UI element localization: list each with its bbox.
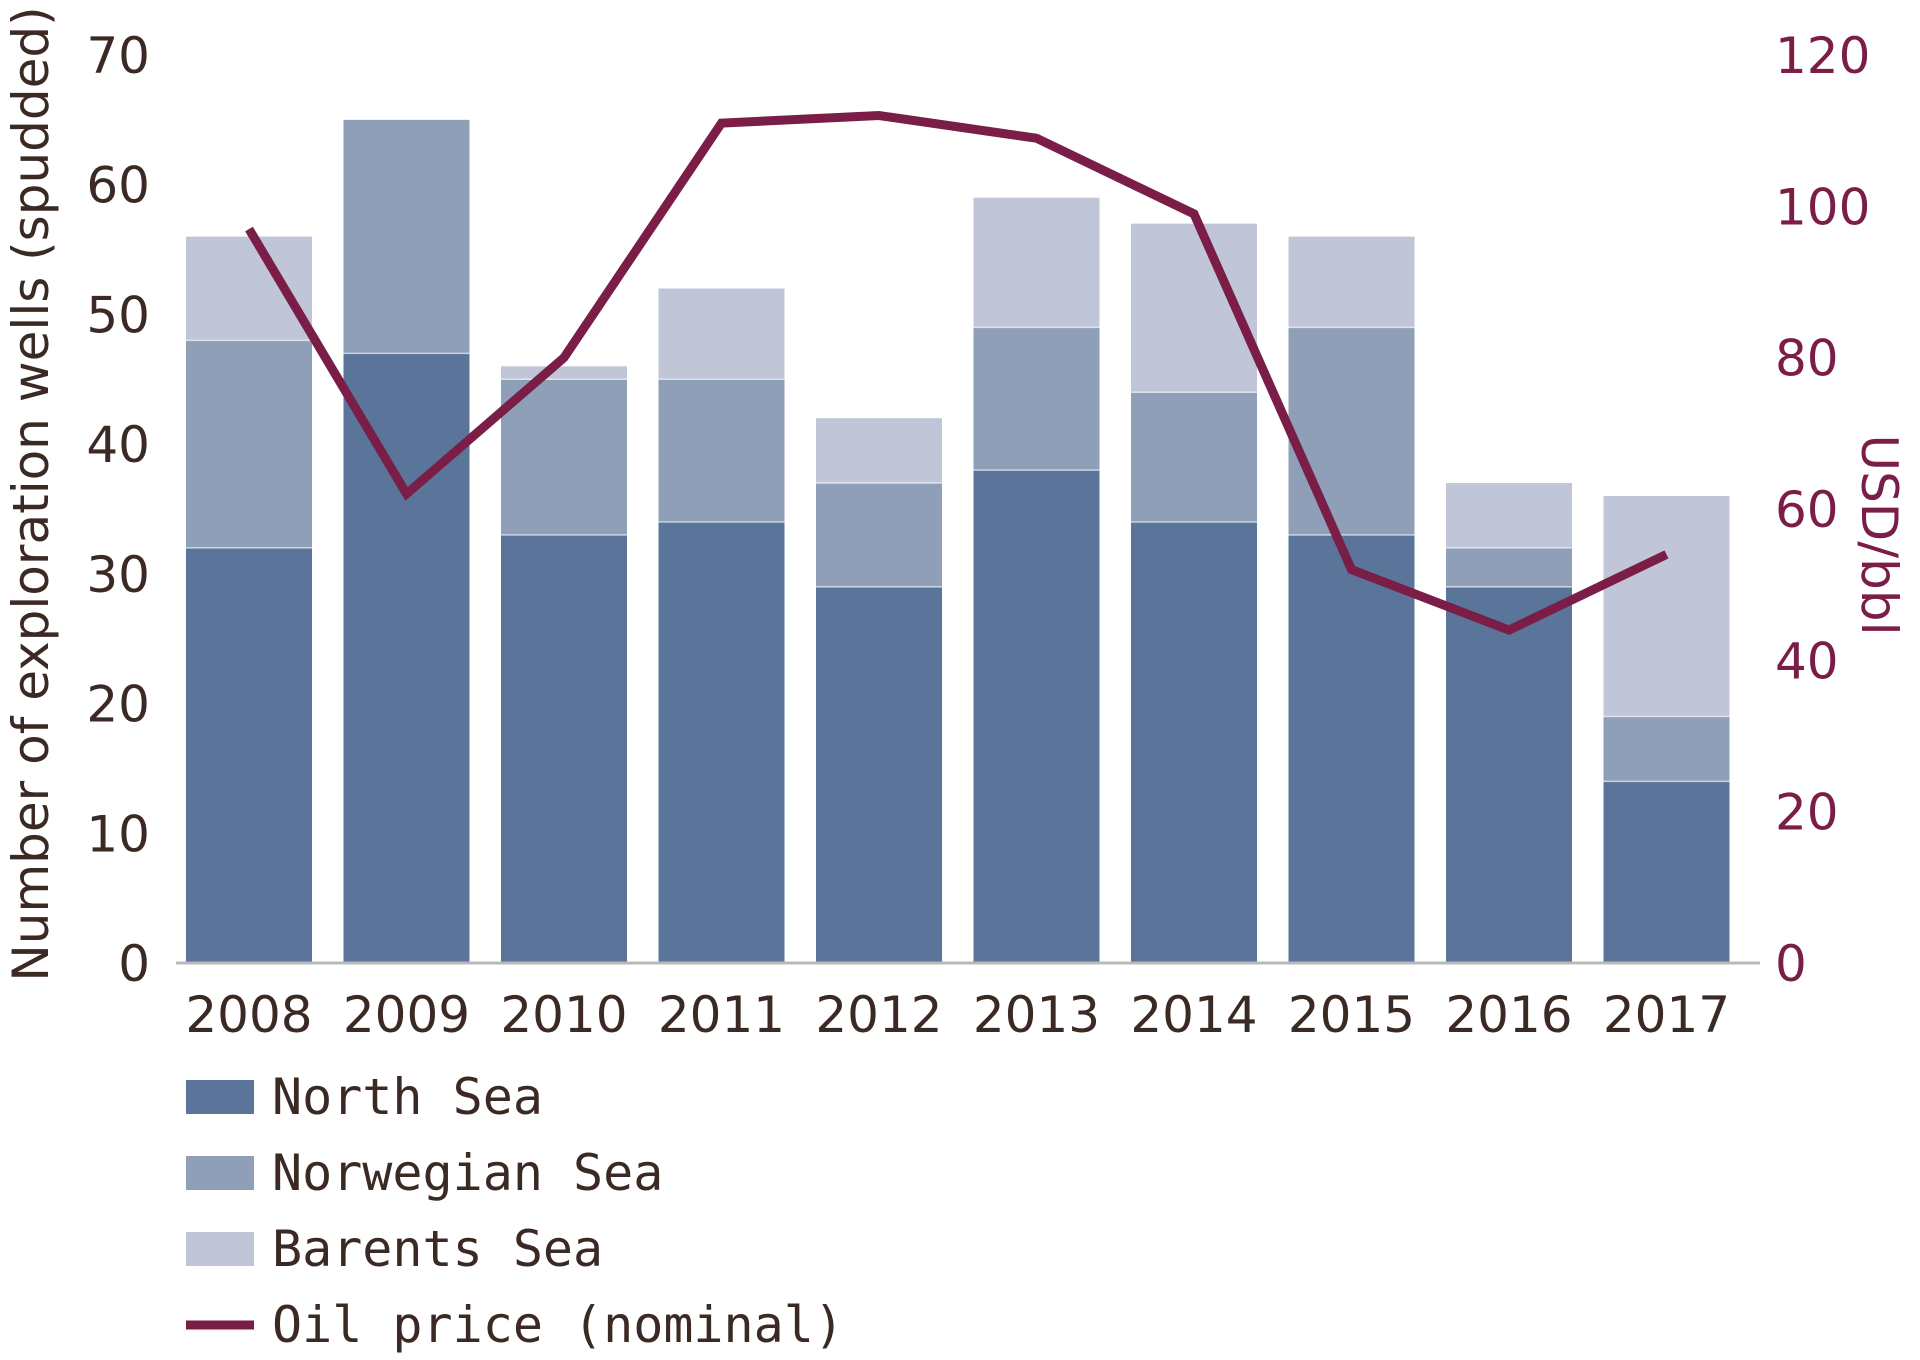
left-axis-ticks: 0 10 20 30 40 50 60 70: [86, 27, 150, 993]
bar-north-sea-2010: [501, 534, 627, 963]
x-tick-label: 2012: [815, 986, 942, 1044]
legend-swatch-barents-sea: [186, 1232, 254, 1266]
left-tick-label: 70: [86, 27, 150, 85]
bar-north-sea-2008: [186, 547, 312, 963]
bar-barents-sea-2011: [658, 288, 785, 380]
bar-norwegian-sea-2012: [816, 483, 942, 587]
bar-barents-sea-2008: [186, 236, 312, 341]
legend: North Sea Norwegian Sea Barents Sea Oil pri…: [186, 1068, 844, 1354]
bar-norwegian-sea-2008: [186, 340, 312, 548]
x-tick-label: 2015: [1288, 986, 1415, 1044]
x-tick-label: 2010: [500, 986, 627, 1044]
left-tick-label: 50: [86, 286, 150, 344]
bar-north-sea-2015: [1288, 534, 1415, 963]
bar-norwegian-sea-2014: [1131, 392, 1257, 522]
bar-barents-sea-2013: [973, 197, 1100, 328]
x-tick-label: 2011: [658, 986, 785, 1044]
bar-norwegian-sea-2016: [1446, 547, 1572, 587]
oil-price-line-layer: [245, 111, 1669, 635]
x-tick-label: 2009: [343, 986, 470, 1044]
oil-price-line: [245, 111, 1669, 635]
x-tick-label: 2013: [973, 986, 1100, 1044]
bar-north-sea-2012: [816, 586, 942, 963]
legend-label-oil-price: Oil price (nominal): [272, 1296, 844, 1354]
bars-layer: [186, 119, 1730, 963]
bar-north-sea-2011: [658, 521, 785, 963]
legend-label-barents-sea: Barents Sea: [272, 1220, 603, 1278]
bar-barents-sea-2017: [1603, 496, 1730, 717]
left-tick-label: 40: [86, 416, 150, 474]
legend-label-north-sea: North Sea: [272, 1068, 543, 1126]
x-tick-label: 2008: [185, 986, 312, 1044]
x-tick-label: 2014: [1130, 986, 1257, 1044]
left-tick-label: 0: [118, 935, 150, 993]
bar-north-sea-2009: [343, 353, 470, 963]
left-tick-label: 10: [86, 805, 150, 863]
right-tick-label: 60: [1775, 481, 1839, 539]
bar-norwegian-sea-2010: [501, 379, 627, 535]
bar-norwegian-sea-2009: [343, 119, 470, 354]
left-tick-label: 20: [86, 676, 150, 734]
x-tick-label: 2017: [1603, 986, 1730, 1044]
bar-north-sea-2013: [973, 470, 1100, 963]
right-axis-title: USD/bbl: [1850, 434, 1908, 635]
bar-barents-sea-2012: [816, 418, 942, 484]
right-tick-label: 80: [1775, 330, 1839, 388]
bar-barents-sea-2015: [1288, 236, 1415, 328]
left-tick-label: 60: [86, 157, 150, 215]
left-axis-title: Number of exploration wells (spudded): [2, 6, 60, 981]
x-tick-label: 2016: [1445, 986, 1572, 1044]
x-axis-ticks: 2008 2009 2010 2011 2012 2013 2014 2015 2016 2017: [185, 986, 1730, 1044]
bar-north-sea-2017: [1603, 781, 1730, 963]
bar-norwegian-sea-2017: [1603, 716, 1730, 782]
right-tick-label: 20: [1775, 784, 1839, 842]
right-tick-label: 100: [1775, 178, 1870, 236]
bar-norwegian-sea-2011: [658, 379, 785, 522]
right-axis-ticks: 0 20 40 60 80 100 120: [1775, 27, 1870, 993]
legend-label-norwegian-sea: Norwegian Sea: [272, 1144, 663, 1202]
bar-norwegian-sea-2013: [973, 327, 1100, 471]
legend-swatch-norwegian-sea: [186, 1156, 254, 1190]
bar-barents-sea-2010: [501, 366, 627, 380]
bar-barents-sea-2016: [1446, 483, 1572, 548]
legend-swatch-north-sea: [186, 1080, 254, 1114]
bar-north-sea-2014: [1131, 521, 1257, 963]
left-tick-label: 30: [86, 546, 150, 604]
bar-norwegian-sea-2015: [1288, 327, 1415, 535]
bar-north-sea-2016: [1446, 586, 1572, 963]
right-tick-label: 0: [1775, 935, 1807, 993]
right-tick-label: 120: [1775, 27, 1870, 85]
right-tick-label: 40: [1775, 632, 1839, 690]
